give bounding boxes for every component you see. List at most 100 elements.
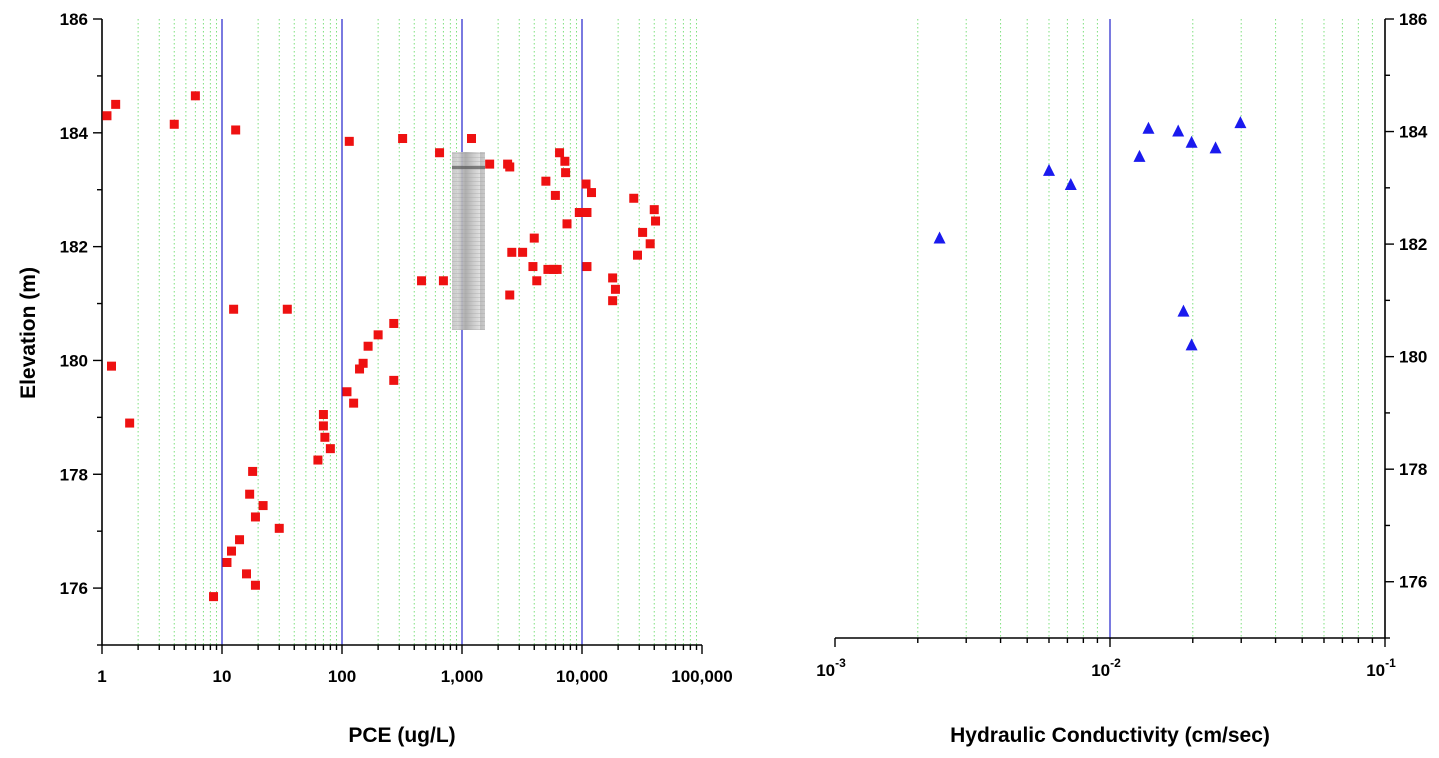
elevation-y-axis-title: Elevation (m) <box>17 267 40 399</box>
pce-data-points <box>102 91 661 602</box>
pce-data-point <box>541 176 551 186</box>
pce-data-point <box>227 546 237 556</box>
y-tick-label: 180 <box>60 351 88 370</box>
pce-data-point <box>610 284 620 294</box>
pce-data-point <box>561 168 571 178</box>
pce-data-point <box>373 330 383 340</box>
pce-plot-grid <box>137 19 698 645</box>
y-tick-label: 182 <box>60 238 88 257</box>
x-tick-label: 10-2 <box>1091 656 1121 680</box>
conductivity-data-point <box>1177 304 1190 317</box>
pce-data-point <box>608 296 618 306</box>
pce-data-point <box>358 358 368 368</box>
pce-data-point <box>562 219 572 229</box>
pce-data-point <box>629 193 639 203</box>
pce-data-point <box>485 159 495 169</box>
pce-data-point <box>111 99 121 109</box>
x-tick-label: 10-1 <box>1366 656 1396 680</box>
pce-plot-axes: 1 10 100 1,000 10,000 100,000 176 178 180 182 184 1… <box>60 10 733 686</box>
x-tick-exponent: -2 <box>1110 656 1121 670</box>
pce-data-point <box>505 290 515 300</box>
conductivity-x-axis-title: Hydraulic Conductivity (cm/sec) <box>950 724 1270 747</box>
pce-data-point <box>638 227 648 237</box>
pce-data-point <box>389 375 399 385</box>
pce-data-point <box>550 190 560 200</box>
pce-data-point <box>608 273 618 283</box>
pce-data-point <box>102 111 112 121</box>
conductivity-data-point <box>933 231 946 244</box>
pce-data-point <box>582 262 592 272</box>
pce-data-point <box>532 276 542 286</box>
conductivity-data-point <box>1209 141 1222 154</box>
pce-data-point <box>125 418 135 428</box>
conductivity-data-point <box>1185 338 1198 351</box>
pce-data-point <box>574 207 584 217</box>
pce-data-point <box>467 134 477 144</box>
y-tick-label: 176 <box>60 579 88 598</box>
y-tick-label: 184 <box>1399 123 1428 142</box>
pce-data-point <box>587 188 597 198</box>
x-tick-exponent: -3 <box>835 656 846 670</box>
pce-data-point <box>528 262 538 272</box>
pce-data-point <box>507 247 517 257</box>
conductivity-data-point <box>1042 163 1055 176</box>
pce-data-point <box>241 569 251 579</box>
pce-data-point <box>651 216 661 226</box>
pce-data-point <box>555 148 565 158</box>
y-tick-label: 184 <box>60 124 89 143</box>
y-tick-label: 186 <box>1399 10 1427 29</box>
pce-data-point <box>274 523 284 533</box>
pce-data-point <box>320 432 330 442</box>
pce-data-point <box>250 580 260 590</box>
pce-data-point <box>342 387 352 397</box>
pce-data-point <box>645 239 655 249</box>
pce-data-point <box>222 557 232 567</box>
pce-data-point <box>552 264 562 274</box>
x-tick-base: 10 <box>1366 661 1385 680</box>
x-tick-label: 10,000 <box>556 667 608 686</box>
pce-data-point <box>325 444 335 454</box>
conductivity-plot-grid <box>917 19 1373 638</box>
pce-data-point <box>435 148 445 158</box>
pce-data-point <box>231 125 241 135</box>
y-tick-label: 178 <box>1399 460 1427 479</box>
x-tick-label: 1 <box>97 667 106 686</box>
pce-data-point <box>248 466 258 476</box>
y-tick-label: 182 <box>1399 235 1427 254</box>
x-tick-exponent: -1 <box>1385 656 1396 670</box>
x-tick-label: 10-3 <box>816 656 846 680</box>
pce-data-point <box>258 501 268 511</box>
x-tick-base: 10 <box>816 661 835 680</box>
pce-data-point <box>318 421 328 431</box>
y-tick-label: 180 <box>1399 348 1427 367</box>
pce-data-point <box>505 162 515 172</box>
pce-data-point <box>582 207 592 217</box>
x-tick-label: 10 <box>213 667 232 686</box>
conductivity-data-point <box>1172 124 1185 137</box>
pce-data-point <box>581 179 591 189</box>
y-tick-label: 186 <box>60 10 88 29</box>
pce-data-point <box>229 304 239 314</box>
x-tick-label: 1,000 <box>441 667 484 686</box>
x-tick-label: 100 <box>328 667 356 686</box>
pce-data-point <box>363 341 373 351</box>
pce-data-point <box>438 276 448 286</box>
x-tick-label: 100,000 <box>671 667 732 686</box>
pce-data-point <box>245 489 255 499</box>
y-tick-label: 176 <box>1399 573 1427 592</box>
pce-data-point <box>107 361 117 371</box>
conductivity-data-point <box>1064 178 1077 191</box>
conductivity-data-point <box>1234 116 1247 129</box>
pce-data-point <box>169 119 179 129</box>
pce-data-point <box>209 592 219 602</box>
pce-data-point <box>389 318 399 328</box>
pce-data-point <box>318 410 328 420</box>
pce-data-point <box>235 535 245 545</box>
pce-data-point <box>543 264 553 274</box>
conductivity-data-point <box>1133 149 1146 162</box>
pce-data-point <box>518 247 528 257</box>
pce-data-point <box>398 134 408 144</box>
conductivity-data-point <box>1185 135 1198 148</box>
